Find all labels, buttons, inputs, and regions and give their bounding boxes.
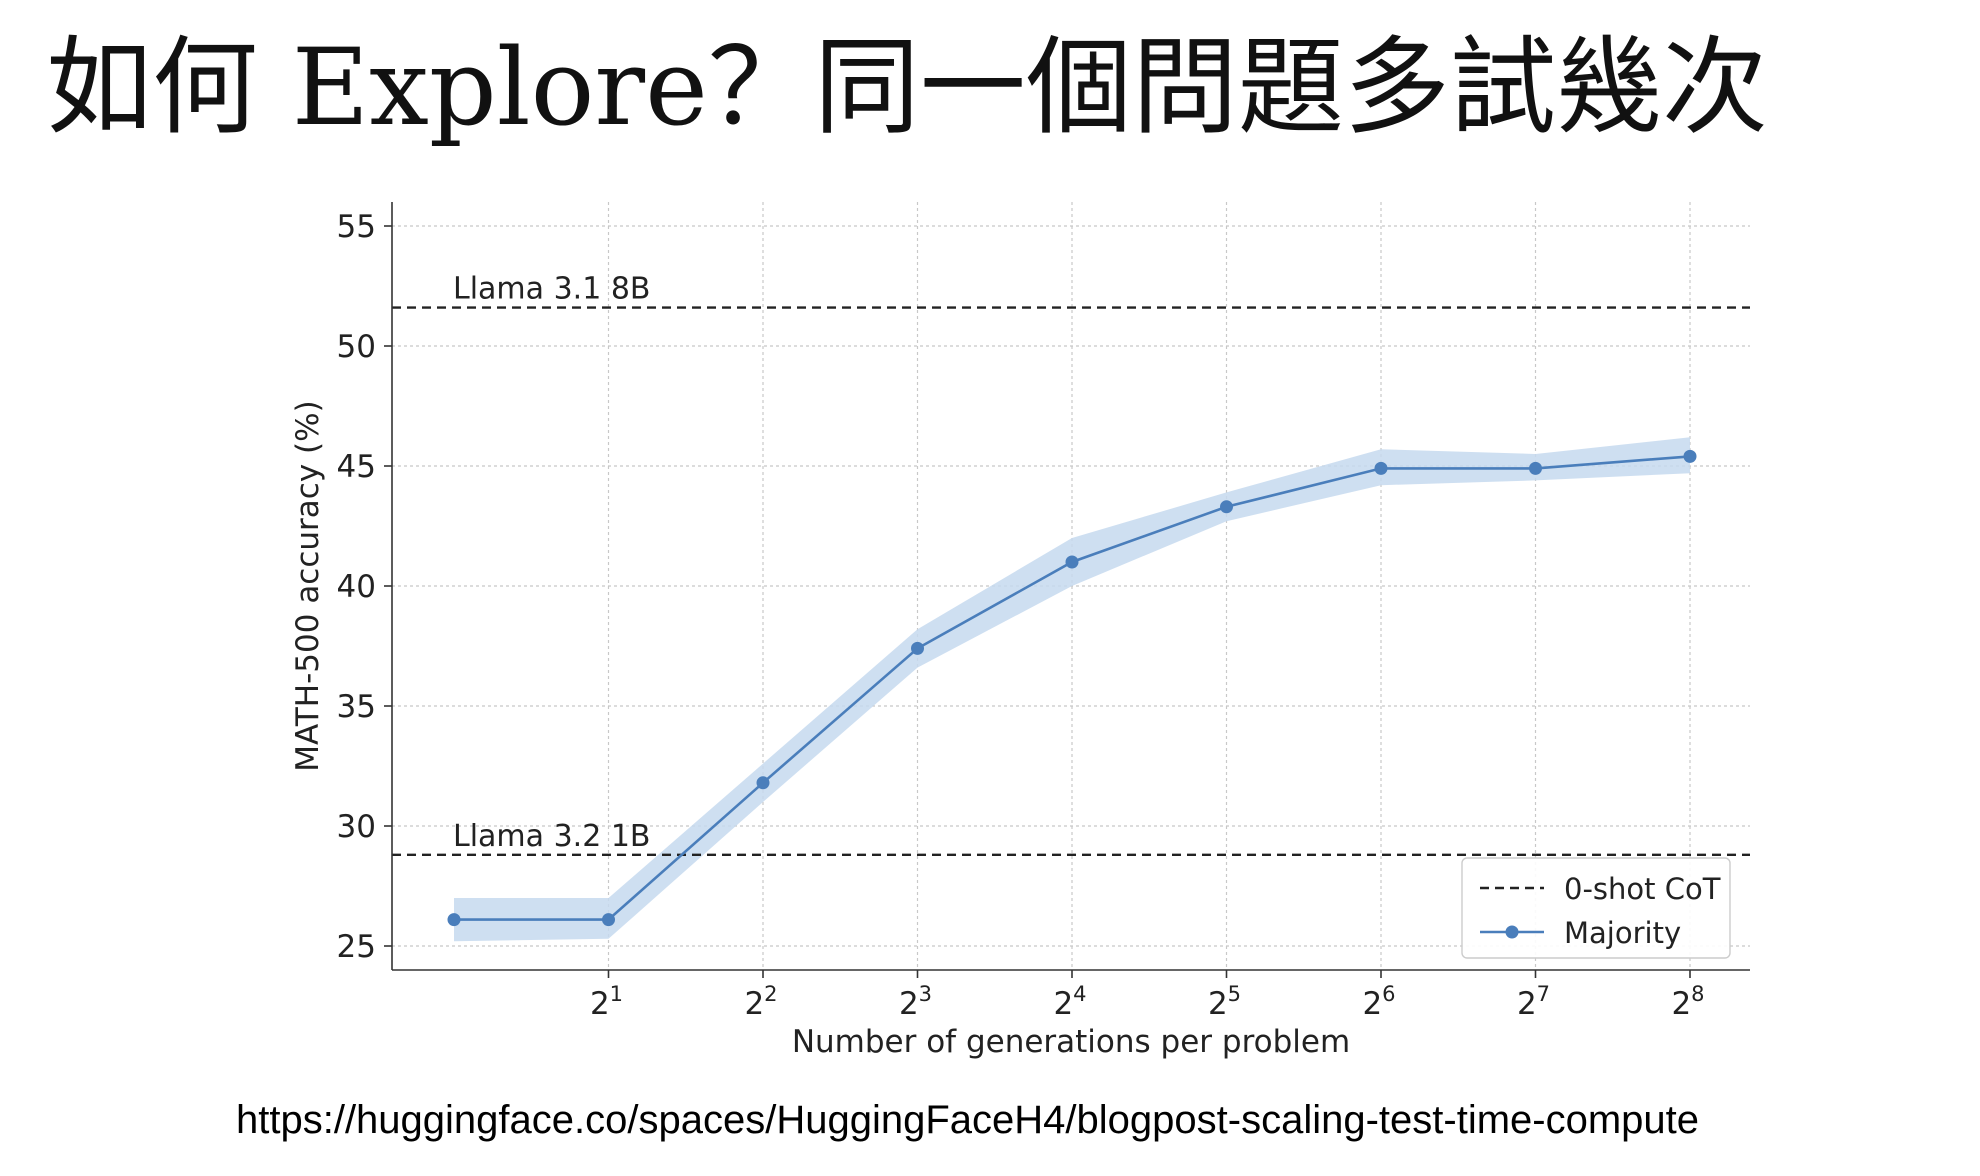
majority-data-point	[602, 913, 615, 927]
majority-data-point	[756, 776, 770, 790]
x-tick-label: 21	[590, 982, 623, 1022]
x-tick-label: 24	[1053, 982, 1086, 1022]
slide-title: 如何 Explore？同一個問題多試幾次	[46, 26, 1768, 149]
y-tick-label: 50	[337, 329, 376, 365]
source-url: https://huggingface.co/spaces/HuggingFac…	[236, 1098, 1700, 1142]
legend: 0-shot CoT Majority	[1461, 857, 1731, 959]
majority-data-point	[1683, 449, 1697, 463]
axes-layer: 25 30 35 40 45 50 55 21 22 23 24 25 26 27 28 Number of …	[290, 202, 1750, 1060]
majority-data-point	[911, 641, 924, 655]
majority-data-point	[1374, 461, 1388, 475]
reference-lines-layer: Llama 3.1 8B Llama 3.2 1B	[392, 272, 1750, 856]
x-tick-label: 22	[744, 982, 777, 1022]
majority-data-point	[1065, 555, 1079, 569]
x-tick-label: 26	[1362, 982, 1395, 1022]
majority-data-point	[447, 913, 461, 927]
legend-item-label: 0-shot CoT	[1564, 872, 1721, 906]
legend-item-label: Majority	[1564, 916, 1681, 950]
reference-line-label: Llama 3.2 1B	[453, 819, 651, 854]
legend-series-marker	[1505, 925, 1519, 939]
y-tick-label: 25	[337, 929, 376, 965]
y-tick-label: 55	[337, 209, 376, 245]
majority-data-point	[1220, 500, 1233, 514]
reference-line-label: Llama 3.1 8B	[453, 272, 651, 307]
x-tick-label: 27	[1517, 982, 1550, 1022]
x-axis-label: Number of generations per problem	[792, 1024, 1350, 1060]
majority-data-point	[1529, 461, 1542, 475]
confidence-band-layer	[454, 437, 1690, 942]
y-tick-label: 35	[337, 689, 376, 725]
y-tick-label: 30	[337, 809, 376, 845]
y-tick-label: 40	[337, 569, 376, 605]
series-layer	[447, 449, 1697, 927]
x-tick-label: 23	[899, 982, 932, 1022]
y-tick-label: 45	[337, 449, 376, 485]
majority-confidence-band	[454, 437, 1690, 942]
x-tick-label: 28	[1671, 982, 1704, 1022]
y-axis-label: MATH-500 accuracy (%)	[290, 400, 326, 771]
x-tick-label: 25	[1208, 982, 1241, 1022]
